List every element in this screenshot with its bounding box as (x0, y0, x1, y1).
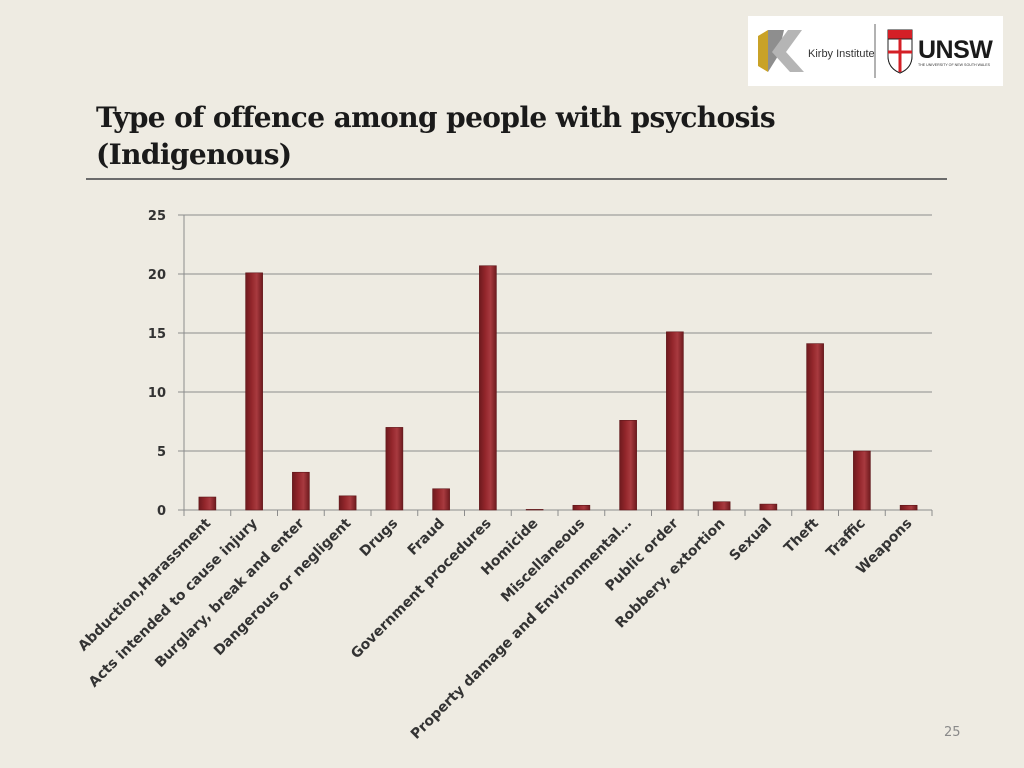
page-number: 25 (944, 725, 961, 740)
y-tick-label: 15 (148, 327, 166, 342)
bar (198, 496, 217, 511)
unsw-text: UNSW (918, 36, 993, 64)
logos-svg: Kirby Institute UNSW THE UNIVERSITY OF N… (758, 24, 994, 78)
x-category-label: Traffic (823, 516, 868, 561)
unsw-subtext: THE UNIVERSITY OF NEW SOUTH WALES (918, 63, 991, 67)
y-tick-label: 20 (148, 268, 166, 283)
slide-title-line-2: (Indigenous) (96, 138, 292, 171)
bar (853, 450, 871, 511)
bar (712, 501, 731, 511)
x-category-label: Drugs (357, 516, 401, 560)
title-divider (86, 178, 947, 180)
bar (338, 495, 357, 511)
bar (572, 504, 591, 511)
bar (899, 504, 918, 511)
kirby-institute-logo: Kirby Institute (758, 30, 875, 72)
y-tick-label: 25 (148, 209, 166, 224)
bar (806, 343, 824, 511)
y-tick-label: 0 (157, 504, 166, 519)
bar (759, 503, 778, 511)
bar (292, 471, 310, 511)
x-category-label: Miscellaneous (498, 516, 588, 606)
logo-panel: Kirby Institute UNSW THE UNIVERSITY OF N… (748, 16, 1003, 86)
x-category-label: Acts intended to cause injury (86, 516, 261, 691)
bar (525, 509, 544, 511)
bar (432, 488, 450, 511)
x-category-label: Property damage and Environmental… (408, 516, 635, 743)
slide-title: Type of offence among people with psycho… (96, 99, 856, 173)
bar (666, 331, 684, 511)
bar (385, 427, 404, 511)
x-category-label: Fraud (405, 516, 448, 559)
y-tick-label: 10 (148, 386, 166, 401)
bar (619, 420, 637, 511)
kirby-institute-text: Kirby Institute (808, 48, 875, 60)
y-tick-label: 5 (157, 445, 166, 460)
x-category-label: Theft (781, 515, 822, 556)
unsw-logo: UNSW THE UNIVERSITY OF NEW SOUTH WALES (887, 29, 994, 74)
x-category-label: Sexual (727, 516, 776, 565)
slide-title-line-1: Type of offence among people with psycho… (96, 101, 776, 134)
bar (245, 272, 263, 511)
bar (479, 265, 497, 511)
